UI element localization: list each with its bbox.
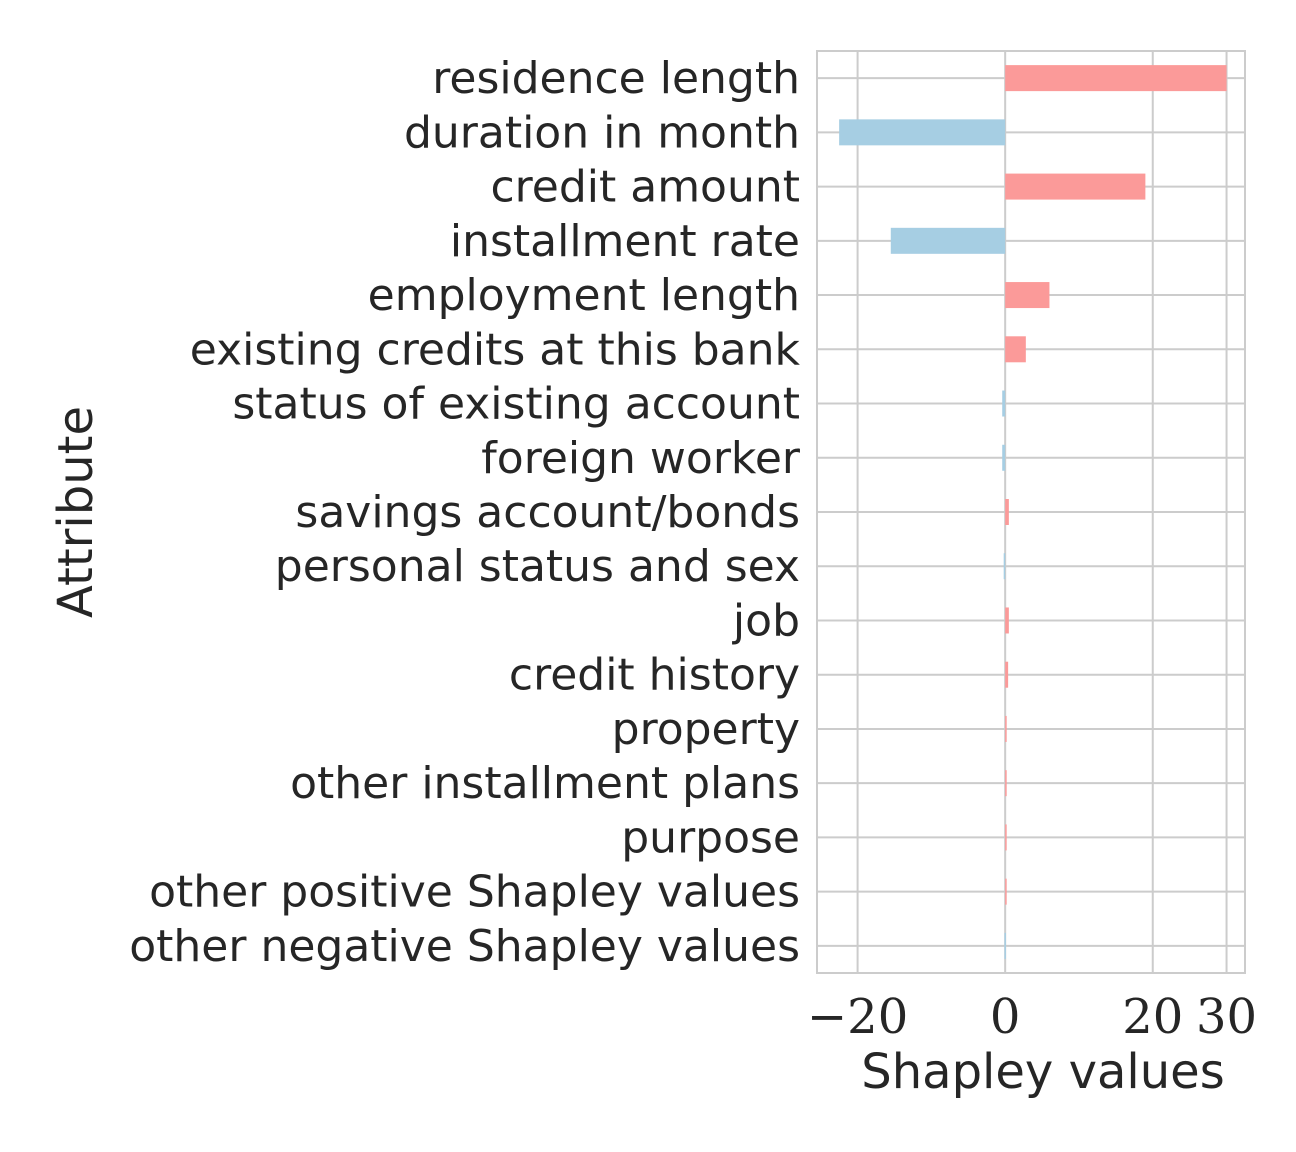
bar-savings-account-bonds [1005,499,1009,525]
category-label: residence length [432,53,800,104]
plot-frame [816,50,1246,974]
bars [839,65,1227,959]
category-label: existing credits at this bank [190,324,801,375]
x-tick-labels: −20 0 20 30 [807,989,1257,1045]
category-label: other negative Shapley values [129,921,800,972]
category-label: other positive Shapley values [149,867,800,918]
bar-credit-amount [1005,173,1146,200]
category-label: other installment plans [290,758,800,809]
x-tick-label: 20 [1122,989,1183,1045]
bar-foreign-worker [1002,444,1006,471]
x-tick-label: −20 [807,989,908,1045]
category-label: employment length [368,270,800,321]
x-tick-label: 0 [990,989,1021,1045]
category-label: status of existing account [232,379,800,430]
category-label: foreign worker [481,433,801,484]
category-label: personal status and sex [275,541,800,592]
bar-residence-length [1005,65,1227,92]
category-label: savings account/bonds [295,487,800,538]
bar-property [1005,715,1007,742]
bar-other-installment-plans [1005,770,1007,797]
bar-duration-in-month [839,119,1006,146]
category-label: installment rate [450,216,800,267]
category-label: property [612,704,800,755]
bar-other-negative-shapley-values [1004,932,1006,959]
bar-existing-credits-at-this-bank [1005,336,1026,363]
x-tick-label: 30 [1196,989,1257,1045]
category-label: purpose [621,812,800,863]
bar-status-of-existing-account [1002,390,1006,417]
bar-other-positive-shapley-values [1005,878,1007,905]
category-label: credit amount [490,162,800,213]
y-axis-title: Attribute [48,406,104,618]
bar-purpose [1005,824,1007,851]
bar-installment-rate [890,227,1006,254]
category-label: credit history [509,650,800,701]
bar-job [1005,607,1009,634]
bar-employment-length [1005,282,1050,309]
x-axis-title: Shapley values [861,1044,1224,1100]
bar-personal-status-and-sex [1003,553,1006,580]
bar-credit-history [1005,661,1009,688]
category-label: job [732,595,800,646]
category-label: duration in month [404,107,800,158]
